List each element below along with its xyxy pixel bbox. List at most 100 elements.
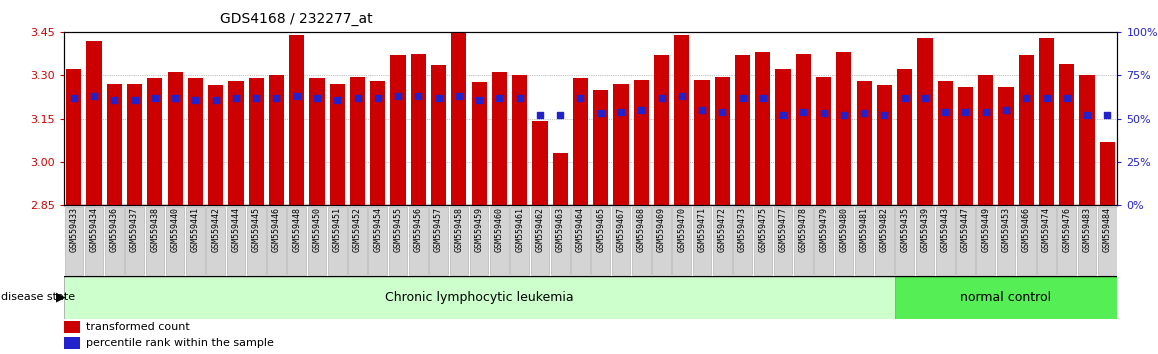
Bar xyxy=(976,207,995,275)
Bar xyxy=(146,207,164,275)
Text: GSM559452: GSM559452 xyxy=(353,207,362,252)
Bar xyxy=(552,153,567,205)
Text: GSM559461: GSM559461 xyxy=(515,207,525,252)
Bar xyxy=(105,207,124,275)
Bar xyxy=(877,85,892,205)
Bar xyxy=(186,207,205,275)
Text: GSM559484: GSM559484 xyxy=(1102,207,1112,252)
Text: GSM559434: GSM559434 xyxy=(89,207,98,252)
Bar xyxy=(452,32,467,205)
Bar xyxy=(249,78,264,205)
Point xyxy=(754,95,772,101)
Text: GSM559459: GSM559459 xyxy=(475,207,484,252)
Text: GSM559462: GSM559462 xyxy=(535,207,544,252)
Text: GSM559475: GSM559475 xyxy=(758,207,768,252)
Bar xyxy=(127,84,142,205)
Bar xyxy=(490,207,508,275)
Text: GSM559473: GSM559473 xyxy=(738,207,747,252)
Text: GSM559437: GSM559437 xyxy=(130,207,139,252)
Bar xyxy=(66,69,81,205)
Bar xyxy=(1079,75,1094,205)
Bar xyxy=(754,207,772,275)
Text: GSM559453: GSM559453 xyxy=(1002,207,1011,252)
Bar xyxy=(308,207,327,275)
Point xyxy=(227,95,245,101)
Point xyxy=(389,93,408,99)
Bar xyxy=(371,81,386,205)
Bar xyxy=(652,207,670,275)
Bar xyxy=(875,207,894,275)
Text: GSM559450: GSM559450 xyxy=(313,207,322,252)
Bar xyxy=(208,85,223,205)
Bar xyxy=(328,207,346,275)
Text: GSM559442: GSM559442 xyxy=(211,207,220,252)
Text: GSM559454: GSM559454 xyxy=(373,207,382,252)
Point xyxy=(733,95,752,101)
Text: GSM559481: GSM559481 xyxy=(859,207,868,252)
Bar xyxy=(814,207,833,275)
Text: GSM559433: GSM559433 xyxy=(69,207,79,252)
Text: GDS4168 / 232277_at: GDS4168 / 232277_at xyxy=(220,12,373,27)
Bar xyxy=(107,84,122,205)
Text: GSM559456: GSM559456 xyxy=(413,207,423,252)
Bar xyxy=(979,75,994,205)
Bar xyxy=(614,84,629,205)
Point xyxy=(470,97,489,102)
Text: transformed count: transformed count xyxy=(86,322,190,332)
Point xyxy=(814,110,833,116)
Bar xyxy=(430,207,448,275)
Point xyxy=(551,112,570,118)
Bar xyxy=(897,69,913,205)
Bar xyxy=(389,207,408,275)
Point xyxy=(206,97,225,102)
Text: ▶: ▶ xyxy=(56,291,65,304)
Bar xyxy=(64,276,894,319)
Text: GSM559476: GSM559476 xyxy=(1062,207,1071,252)
Point xyxy=(976,109,995,114)
Text: GSM559435: GSM559435 xyxy=(900,207,909,252)
Text: GSM559449: GSM559449 xyxy=(981,207,990,252)
Point xyxy=(166,95,184,101)
Text: GSM559472: GSM559472 xyxy=(718,207,727,252)
Point xyxy=(692,107,711,113)
Bar xyxy=(492,72,507,205)
Bar xyxy=(551,207,570,275)
Text: GSM559477: GSM559477 xyxy=(778,207,787,252)
Bar xyxy=(774,207,792,275)
Text: GSM559458: GSM559458 xyxy=(454,207,463,252)
Text: GSM559469: GSM559469 xyxy=(657,207,666,252)
Bar xyxy=(350,77,365,205)
Point xyxy=(1017,95,1035,101)
Bar xyxy=(228,81,243,205)
Point xyxy=(105,97,124,102)
Bar xyxy=(290,35,305,205)
Text: percentile rank within the sample: percentile rank within the sample xyxy=(86,338,273,348)
Point xyxy=(85,93,103,99)
Point xyxy=(611,109,630,114)
Text: GSM559460: GSM559460 xyxy=(494,207,504,252)
Text: GSM559451: GSM559451 xyxy=(332,207,342,252)
Point xyxy=(1098,112,1116,118)
Bar xyxy=(633,80,648,205)
Bar xyxy=(714,77,730,205)
Bar xyxy=(857,81,872,205)
Point xyxy=(146,95,164,101)
Bar xyxy=(794,207,813,275)
Point xyxy=(774,112,792,118)
Bar xyxy=(409,207,427,275)
Bar xyxy=(835,207,853,275)
Bar xyxy=(692,207,711,275)
Bar xyxy=(390,55,405,205)
Bar xyxy=(997,207,1016,275)
Bar xyxy=(1057,207,1076,275)
Text: GSM559471: GSM559471 xyxy=(697,207,706,252)
Text: GSM559443: GSM559443 xyxy=(940,207,950,252)
Bar xyxy=(166,207,184,275)
Bar xyxy=(611,207,630,275)
Bar xyxy=(895,207,914,275)
Bar xyxy=(147,78,162,205)
Bar xyxy=(958,87,973,205)
Bar xyxy=(64,337,80,349)
Bar xyxy=(593,90,608,205)
Text: disease state: disease state xyxy=(1,292,75,302)
